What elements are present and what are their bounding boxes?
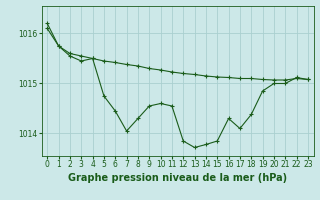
X-axis label: Graphe pression niveau de la mer (hPa): Graphe pression niveau de la mer (hPa) [68,173,287,183]
